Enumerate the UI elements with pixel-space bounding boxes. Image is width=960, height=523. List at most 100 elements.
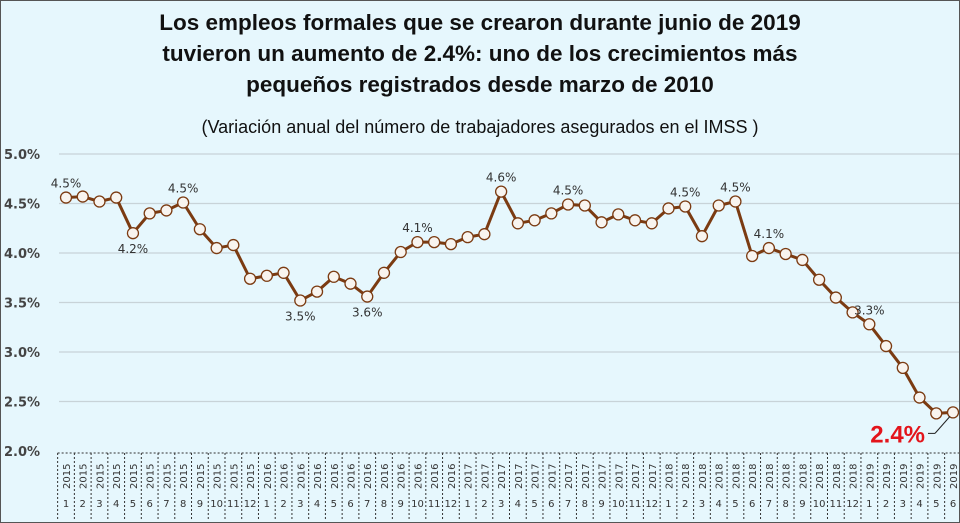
data-point — [177, 196, 190, 209]
data-point — [511, 217, 525, 230]
data-label: 4.1% — [402, 221, 433, 235]
year-label: 2016 — [330, 464, 341, 489]
year-label: 2019 — [932, 464, 943, 489]
data-point — [126, 227, 140, 240]
year-label: 2018 — [748, 464, 759, 489]
month-label: 2 — [481, 499, 487, 510]
month-label: 12 — [244, 499, 257, 510]
y-tick-label: 3.5% — [4, 297, 40, 312]
month-label: 8 — [582, 499, 588, 510]
label-leader-line — [934, 416, 951, 434]
year-label: 2016 — [296, 464, 307, 489]
data-point — [310, 285, 324, 298]
year-label: 2018 — [832, 464, 843, 489]
data-point — [628, 214, 642, 227]
year-label: 2015 — [162, 464, 173, 489]
data-point — [545, 207, 558, 220]
year-label: 2015 — [79, 464, 90, 489]
data-point — [478, 228, 491, 241]
year-label: 2015 — [129, 464, 140, 489]
data-point — [946, 406, 959, 419]
year-label: 2015 — [146, 464, 157, 489]
year-label: 2017 — [598, 464, 609, 489]
y-tick-label: 5.0% — [4, 148, 40, 163]
data-point — [93, 195, 106, 208]
data-label: 4.5% — [51, 177, 82, 191]
data-point — [277, 266, 290, 279]
month-label: 6 — [749, 499, 755, 510]
year-label: 2017 — [464, 464, 475, 489]
y-tick-label: 2.0% — [4, 445, 40, 460]
year-label: 2016 — [363, 464, 374, 489]
month-label: 8 — [782, 499, 788, 510]
month-label: 5 — [933, 499, 939, 510]
year-label: 2015 — [179, 464, 190, 489]
data-point — [344, 277, 357, 290]
data-point — [143, 207, 156, 220]
data-point — [612, 208, 625, 221]
month-label: 12 — [445, 499, 458, 510]
year-label: 2015 — [196, 464, 207, 489]
year-label: 2015 — [229, 464, 240, 489]
data-point — [561, 198, 575, 211]
year-label: 2016 — [313, 464, 324, 489]
month-label: 8 — [180, 499, 186, 510]
data-point — [210, 241, 223, 255]
data-label: 3.3% — [854, 303, 885, 317]
year-label: 2019 — [949, 464, 959, 489]
data-label: 4.5% — [553, 183, 584, 197]
year-label: 2016 — [397, 464, 408, 489]
data-label: 3.5% — [285, 310, 316, 324]
month-label: 3 — [498, 499, 504, 510]
data-point — [494, 185, 508, 198]
year-label: 2017 — [614, 464, 625, 489]
data-point — [260, 269, 273, 282]
data-point — [729, 195, 742, 208]
month-label: 1 — [264, 499, 270, 510]
month-label: 7 — [766, 499, 772, 510]
month-label: 1 — [464, 499, 470, 510]
data-point — [327, 270, 340, 283]
data-point — [528, 214, 541, 227]
chart-subtitle: (Variación anual del número de trabajado… — [201, 117, 759, 137]
data-point — [812, 273, 826, 286]
year-label: 2016 — [280, 464, 291, 489]
data-point — [444, 237, 458, 251]
year-label: 2018 — [731, 464, 742, 489]
year-label: 2018 — [798, 464, 809, 489]
data-point — [411, 235, 424, 249]
year-label: 2019 — [882, 464, 893, 489]
year-label: 2016 — [347, 464, 358, 489]
year-label: 2019 — [899, 464, 910, 489]
month-label: 9 — [799, 499, 805, 510]
year-label: 2018 — [849, 464, 860, 489]
year-label: 2017 — [631, 464, 642, 489]
data-label: 4.5% — [670, 185, 701, 199]
month-label: 3 — [297, 499, 303, 510]
month-label: 6 — [347, 499, 353, 510]
data-point — [76, 190, 89, 203]
data-point — [645, 217, 658, 230]
month-label: 4 — [716, 499, 722, 510]
data-point — [294, 294, 307, 307]
year-label: 2016 — [447, 464, 458, 489]
data-point — [595, 216, 608, 229]
data-point — [796, 253, 809, 267]
data-label: 4.5% — [168, 182, 199, 196]
year-label: 2016 — [413, 464, 424, 489]
title-line: pequeños registrados desde marzo de 2010 — [246, 72, 714, 97]
data-point — [193, 223, 207, 236]
month-label: 2 — [80, 499, 86, 510]
month-label: 10 — [813, 499, 826, 510]
year-label: 2017 — [480, 464, 491, 489]
year-label: 2018 — [698, 464, 709, 489]
month-label: 11 — [829, 499, 842, 510]
title-line: tuvieron un aumento de 2.4%: uno de los … — [162, 41, 798, 66]
data-point — [930, 407, 943, 420]
month-label: 11 — [629, 499, 642, 510]
year-label: 2015 — [95, 464, 106, 489]
data-point — [896, 361, 909, 374]
month-label: 9 — [598, 499, 604, 510]
